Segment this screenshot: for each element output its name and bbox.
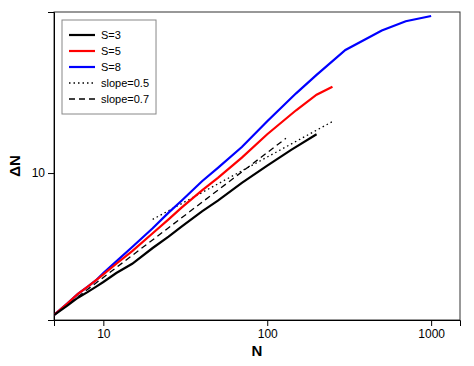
x-axis: 10 100 1000 bbox=[55, 320, 461, 341]
series-line bbox=[54, 138, 286, 315]
legend-label: slope=0.7 bbox=[101, 93, 149, 105]
x-axis-line bbox=[55, 321, 461, 327]
legend-box bbox=[62, 20, 156, 114]
x-tick-mark bbox=[103, 320, 104, 326]
lines bbox=[54, 16, 431, 315]
legend-label: S=8 bbox=[101, 61, 121, 73]
legend-swatch bbox=[69, 82, 95, 83]
plot-frame bbox=[54, 12, 460, 320]
x-tick-label: 10 bbox=[97, 327, 111, 341]
x-tick-mark bbox=[431, 320, 432, 326]
x-tick-label: 1000 bbox=[418, 327, 445, 341]
legend: S=3 S=5 S=8 slope=0.5 slope=0.7 bbox=[62, 20, 156, 114]
series-line bbox=[54, 134, 317, 315]
y-tick-mark bbox=[48, 173, 54, 174]
x-tick-label: 100 bbox=[258, 327, 278, 341]
x-axis-title: N bbox=[252, 342, 263, 359]
chart: 10 100 1000 10 S=3 S=5 S=8 slope=0.5 slope=0.7 N Δ… bbox=[0, 0, 474, 366]
legend-label: S=5 bbox=[101, 45, 121, 57]
legend-swatch bbox=[69, 66, 95, 68]
x-tick: 1000 bbox=[418, 320, 445, 341]
legend-swatch bbox=[69, 98, 95, 99]
series-line bbox=[153, 122, 333, 220]
y-axis-title: ΔN bbox=[6, 155, 23, 177]
x-tick-mark bbox=[267, 320, 268, 326]
legend-label: slope=0.5 bbox=[101, 77, 149, 89]
y-axis: 10 bbox=[32, 13, 55, 321]
series-line bbox=[54, 16, 431, 315]
y-tick-label: 10 bbox=[32, 166, 46, 180]
x-tick: 100 bbox=[258, 320, 278, 341]
x-tick: 10 bbox=[97, 320, 111, 341]
plot: 10 100 1000 10 S=3 S=5 S=8 slope=0.5 slope=0.7 bbox=[32, 12, 461, 341]
series-line bbox=[54, 87, 332, 315]
y-axis-line bbox=[48, 13, 55, 321]
legend-swatch bbox=[69, 50, 95, 52]
y-tick: 10 bbox=[32, 166, 54, 180]
legend-label: S=3 bbox=[101, 29, 121, 41]
legend-swatch bbox=[69, 34, 95, 36]
